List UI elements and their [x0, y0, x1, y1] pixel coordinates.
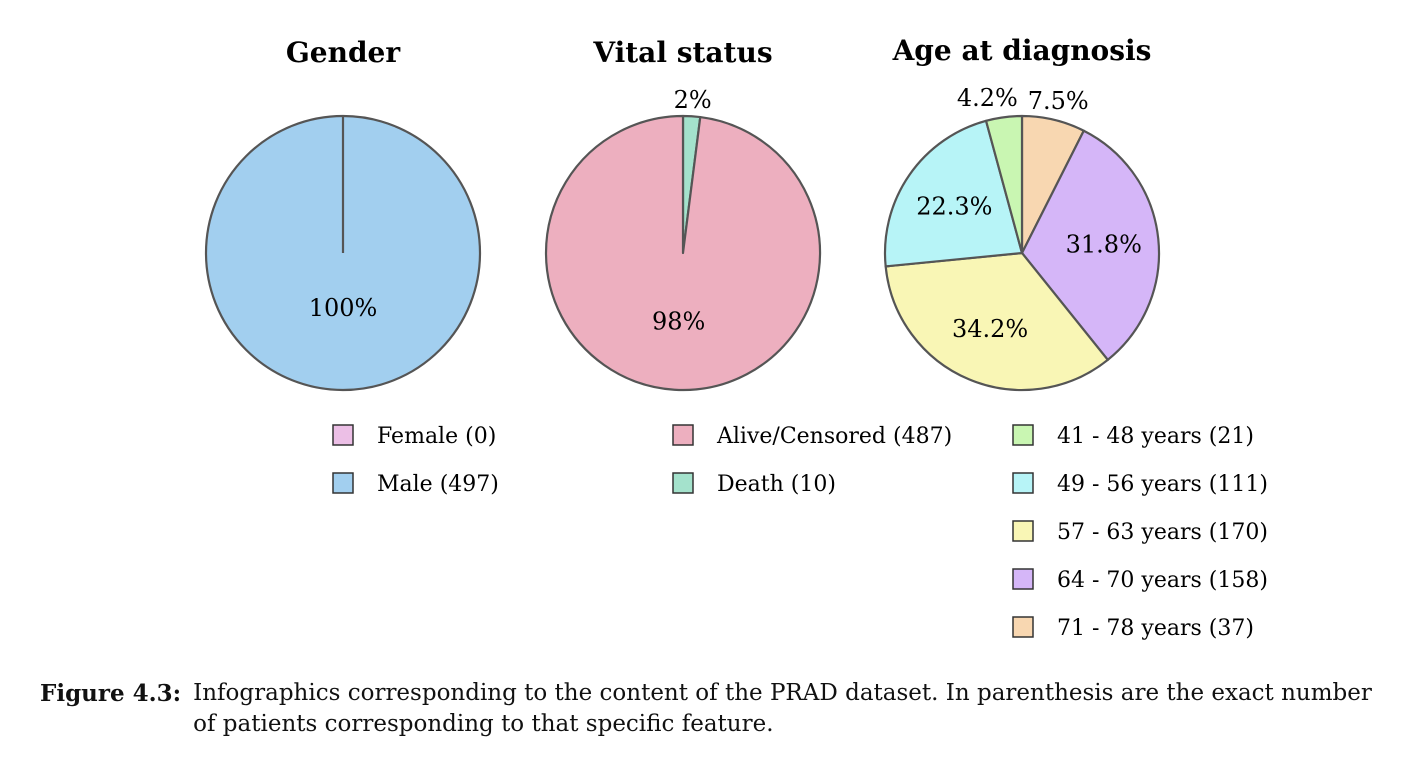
pie-slice-41-48-years [984, 114, 1024, 255]
legend-label: 64 - 70 years (158) [1057, 568, 1268, 593]
legend-entry: 57 - 63 years (170) [1012, 520, 1268, 545]
pie-slice-49-56-years [883, 119, 1024, 268]
caption-text: Infographics corresponding to the conten… [193, 680, 1372, 737]
pie-slice-alive-censored [544, 114, 822, 392]
slice-percent-label: 31.8% [1066, 230, 1142, 258]
legend-label: Female (0) [377, 424, 496, 449]
slice-percent-label: 100% [309, 294, 378, 322]
legend-entry: 64 - 70 years (158) [1012, 568, 1268, 593]
legend-label: 57 - 63 years (170) [1057, 520, 1268, 545]
slice-percent-label: 7.5% [1028, 87, 1089, 115]
legend-label: Alive/Censored (487) [716, 424, 952, 449]
pie-chart-gender: Gender 100% Female (0) Male (497) [204, 36, 499, 497]
legend-label: 49 - 56 years (111) [1057, 472, 1268, 497]
slice-percent-label: 2% [674, 86, 712, 114]
chart-title: Gender [286, 36, 401, 69]
pie-slice-57-63-years [884, 251, 1109, 392]
legend-swatch [332, 472, 354, 494]
legend-label: 41 - 48 years (21) [1057, 424, 1254, 449]
slice-percent-label: 22.3% [916, 192, 992, 220]
legend-swatch [332, 424, 354, 446]
legend-swatch [1012, 616, 1034, 638]
legend-entry: 41 - 48 years (21) [1012, 424, 1254, 449]
legend-swatch [672, 472, 694, 494]
legend-swatch [1012, 424, 1034, 446]
legend-entry: Alive/Censored (487) [672, 424, 952, 449]
legend-swatch [1012, 472, 1034, 494]
legend-entry: 71 - 78 years (37) [1012, 616, 1254, 641]
legend-entry: 49 - 56 years (111) [1012, 472, 1268, 497]
legend-label: 71 - 78 years (37) [1057, 616, 1254, 641]
legend-label: Death (10) [717, 472, 836, 497]
legend-swatch [672, 424, 694, 446]
pie-slice-64-70-years [1020, 129, 1161, 361]
chart-title: Age at diagnosis [892, 34, 1152, 67]
pie-chart-age: Age at diagnosis 7.5% 31.8% 34.2% 22.3% 4.2% 4… [883, 34, 1268, 641]
legend-swatch [1012, 520, 1034, 542]
slice-percent-label: 4.2% [957, 84, 1018, 112]
legend-entry: Death (10) [672, 472, 836, 497]
legend-entry: Male (497) [332, 472, 499, 497]
legend-swatch [1012, 568, 1034, 590]
figure-caption: Figure 4.3: Infographics corresponding t… [40, 678, 1380, 740]
slice-percent-label: 98% [652, 307, 705, 335]
caption-label: Figure 4.3: [40, 680, 182, 707]
slice-percent-label: 34.2% [952, 315, 1028, 343]
figure-infographics: Gender 100% Female (0) Male (497) Vital stat… [204, 34, 1268, 641]
legend-label: Male (497) [377, 472, 499, 497]
pie-chart-vital-status: Vital status 2% 98% Alive/Censored (487) Dea… [544, 36, 952, 497]
legend-entry: Female (0) [332, 424, 496, 449]
chart-title: Vital status [592, 36, 772, 69]
